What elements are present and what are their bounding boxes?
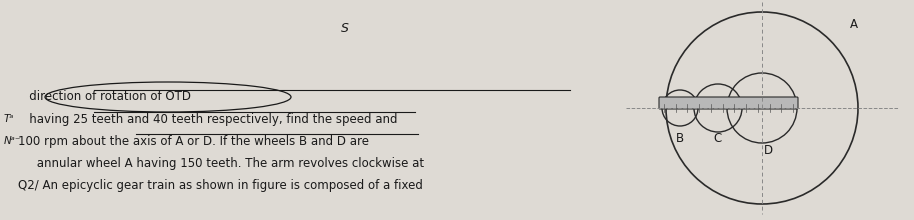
Text: Nᵃ⁻: Nᵃ⁻ [4,136,21,146]
Text: Q2/ An epicyclic gear train as shown in figure is composed of a fixed: Q2/ An epicyclic gear train as shown in … [18,178,423,191]
Text: S: S [341,22,349,35]
Text: D: D [763,143,772,156]
Text: Tᵃ: Tᵃ [4,114,15,124]
Text: having 25 teeth and 40 teeth respectively, find the speed and: having 25 teeth and 40 teeth respectivel… [18,112,398,125]
Text: direction of rotation of OTD: direction of rotation of OTD [18,90,191,103]
Text: B: B [676,132,684,145]
FancyBboxPatch shape [659,97,798,109]
Text: annular wheel A having 150 teeth. The arm revolves clockwise at: annular wheel A having 150 teeth. The ar… [18,156,424,169]
Text: A: A [850,18,858,31]
Text: 100 rpm about the axis of A or D. If the wheels B and D are: 100 rpm about the axis of A or D. If the… [18,134,369,147]
Text: C: C [714,132,722,145]
